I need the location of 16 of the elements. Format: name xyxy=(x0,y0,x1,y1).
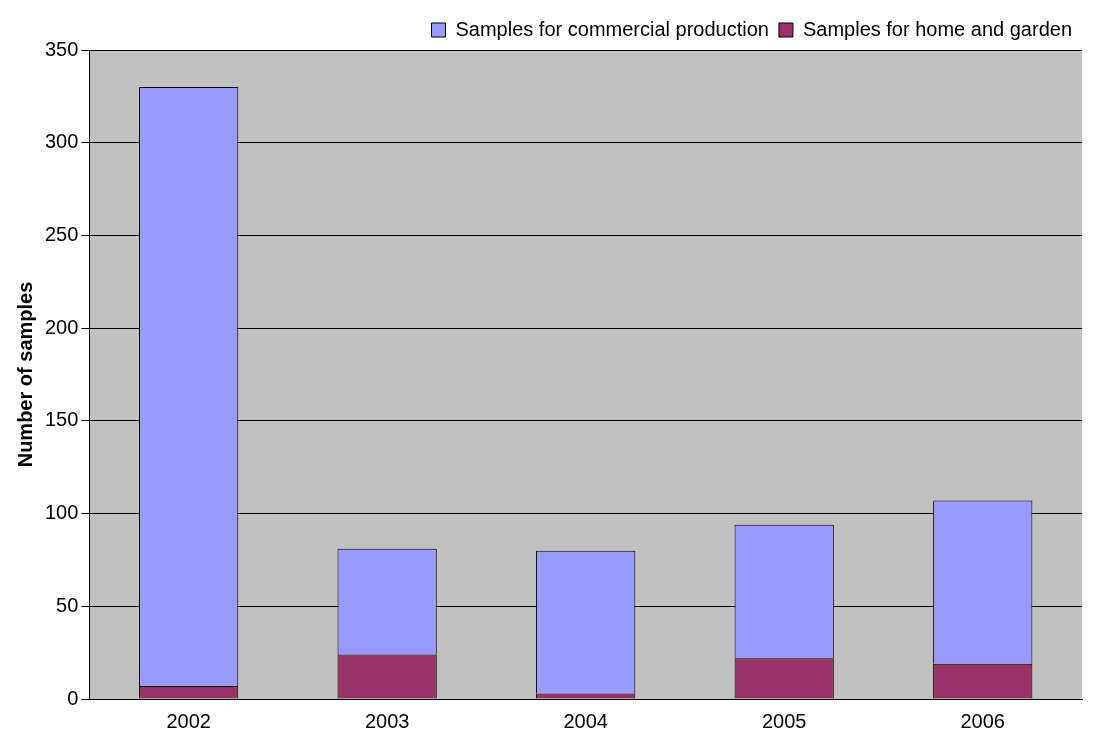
x-tick-label: 2004 xyxy=(563,709,608,732)
y-tick-label: 100 xyxy=(44,501,79,524)
y-tick-label: 150 xyxy=(44,408,79,431)
y-tick-label: 50 xyxy=(56,593,79,616)
x-tick-label: 2003 xyxy=(364,709,410,732)
y-tick-label: 200 xyxy=(44,315,79,338)
y-tick-label: 350 xyxy=(44,37,79,60)
y-tick-label: 0 xyxy=(67,686,79,709)
y-tick-label: 300 xyxy=(44,130,79,153)
x-tick-label: 2005 xyxy=(761,709,807,732)
legend-label: Samples for commercial production xyxy=(455,17,769,40)
legend-label: Samples for home and garden xyxy=(802,17,1073,40)
x-tick-label: 2006 xyxy=(960,709,1005,732)
y-tick-label: 250 xyxy=(44,222,79,245)
x-tick-label: 2002 xyxy=(166,709,211,732)
y-axis-title: Number of samples xyxy=(13,281,36,468)
